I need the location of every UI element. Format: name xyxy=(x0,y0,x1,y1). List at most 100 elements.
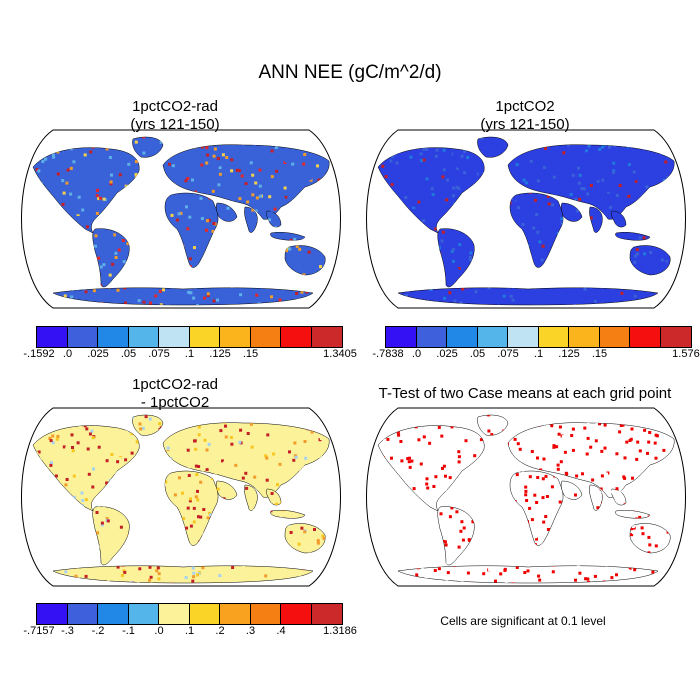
colorbar-tick-label: -.2 xyxy=(91,625,105,637)
panel-2-title-line2: (yrs 121-150) xyxy=(480,116,570,133)
figure-title: ANN NEE (gC/m^2/d) xyxy=(258,62,442,83)
continent-northAmerica xyxy=(377,425,485,512)
colorbar-swatch xyxy=(660,327,691,347)
colorbar-tick-label: .1 xyxy=(184,348,195,360)
continent-arabia xyxy=(560,202,583,222)
land-layer xyxy=(32,136,330,306)
colorbar-tick-label: .3 xyxy=(245,625,256,637)
colorbar-swatch xyxy=(630,327,661,347)
continent-africa xyxy=(164,470,219,546)
colorbar-tick-label: 1.3405 xyxy=(323,348,357,360)
colorbar-tick-label: .075 xyxy=(497,348,519,360)
colorbar-tick-label: .0 xyxy=(411,348,422,360)
colorbar-swatch xyxy=(569,327,600,347)
colorbar-2-labels: -.7838 .0 .025 .05 .075 .1 .125 .15 1.5762 xyxy=(0,348,700,362)
continent-seAsia xyxy=(610,488,627,506)
colorbar-tick-label: .15 xyxy=(242,348,259,360)
continent-southAmerica xyxy=(92,506,130,566)
map-panel-3 xyxy=(21,407,341,587)
map-panel-2 xyxy=(366,129,686,309)
colorbar-1-labels: -.1592 .0 .025 .05 .075 .1 .125 .15 1.3405 xyxy=(0,348,700,362)
colorbar-tick-label: .4 xyxy=(276,625,286,637)
panel-1-title-line1: 1pctCO2-rad xyxy=(132,98,218,115)
continent-greenland xyxy=(132,136,164,158)
colorbar-swatch xyxy=(159,604,190,624)
colorbar-swatch xyxy=(159,327,190,347)
colorbar-swatch xyxy=(220,604,251,624)
colorbar-swatch xyxy=(128,327,159,347)
continent-greenland xyxy=(477,414,509,436)
continent-antarctica xyxy=(397,287,659,306)
map-frame xyxy=(366,407,686,587)
colorbar-tick-label: -.7157 xyxy=(23,625,55,637)
colorbar-swatch xyxy=(508,327,539,347)
colorbar-swatch xyxy=(281,604,312,624)
colorbar-tick-label: .1 xyxy=(184,625,195,637)
colorbar-swatch xyxy=(538,327,569,347)
colorbar-tick-label: -.7838 xyxy=(372,348,404,360)
colorbar-swatch xyxy=(220,327,251,347)
colorbar-swatch xyxy=(447,327,478,347)
panel-3-title: 1pctCO2-rad - 1pctCO2 xyxy=(25,376,325,412)
colorbar-swatch xyxy=(250,604,281,624)
significance-note: Cells are significant at 0.1 level xyxy=(440,614,606,628)
panel-3-title-line2: - 1pctCO2 xyxy=(140,394,210,411)
colorbar-tick-label: .075 xyxy=(148,348,170,360)
colorbar-tick-label: 1.3186 xyxy=(323,625,357,637)
continent-arabia xyxy=(560,480,583,500)
continent-northAmerica xyxy=(32,147,140,234)
panel-3-title-line1: 1pctCO2-rad xyxy=(132,376,218,393)
continent-greenland xyxy=(477,136,509,158)
colorbar-swatch xyxy=(67,604,98,624)
land-layer xyxy=(32,414,330,584)
continent-africa xyxy=(509,192,564,268)
colorbar-swatch xyxy=(311,327,342,347)
continent-antarctica xyxy=(52,287,314,306)
colorbar-swatch xyxy=(189,604,220,624)
continent-eurasia xyxy=(162,144,330,220)
colorbar-tick-label: -.1 xyxy=(122,625,135,637)
continent-indonesia xyxy=(615,509,651,519)
panel-2-title-line1: 1pctCO2 xyxy=(495,98,555,115)
colorbar-swatch xyxy=(599,327,630,347)
colorbar-swatch xyxy=(250,327,281,347)
colorbar-tick-label: .05 xyxy=(120,348,137,360)
colorbar-tick-label: .1 xyxy=(533,348,544,360)
colorbar-tick-label: .025 xyxy=(87,348,109,360)
colorbar-swatch xyxy=(189,327,220,347)
panel-4-title: T-Test of two Case means at each grid po… xyxy=(360,385,690,403)
continent-southAmerica xyxy=(437,506,475,566)
continent-africa xyxy=(509,470,564,546)
colorbar-tick-label: .025 xyxy=(436,348,458,360)
continent-arabia xyxy=(215,480,238,500)
colorbar-swatch xyxy=(311,604,342,624)
colorbar-swatch xyxy=(128,604,159,624)
map-frame xyxy=(21,129,341,309)
colorbar-swatch xyxy=(37,327,68,347)
panel-1-title: 1pctCO2-rad (yrs 121-150) xyxy=(25,98,325,134)
colorbar-swatch xyxy=(281,327,312,347)
colorbar-tick-label: .05 xyxy=(469,348,486,360)
continent-indonesia xyxy=(270,231,306,241)
colorbar-swatch xyxy=(67,327,98,347)
continent-southAmerica xyxy=(92,228,130,288)
panel-4-title-line1: T-Test of two Case means at each grid po… xyxy=(378,385,672,402)
colorbar-tick-label: 1.5762 xyxy=(672,348,700,360)
continent-seAsia xyxy=(265,488,282,506)
colorbar-swatch xyxy=(98,604,129,624)
map-panel-4 xyxy=(366,407,686,587)
colorbar-tick-label: .0 xyxy=(62,348,73,360)
colorbar-tick-label: -.3 xyxy=(61,625,74,637)
colorbar-tick-label: .125 xyxy=(558,348,580,360)
continent-arabia xyxy=(215,202,238,222)
colorbar-swatch xyxy=(98,327,129,347)
map-frame xyxy=(366,129,686,309)
continent-australia xyxy=(629,245,671,276)
continent-antarctica xyxy=(52,565,314,584)
continent-africa xyxy=(164,192,219,268)
colorbar-1 xyxy=(36,326,343,348)
panel-2-title: 1pctCO2 (yrs 121-150) xyxy=(375,98,675,134)
colorbar-tick-label: -.1592 xyxy=(23,348,55,360)
colorbar-tick-label: .0 xyxy=(154,625,164,637)
land-layer xyxy=(377,414,675,584)
